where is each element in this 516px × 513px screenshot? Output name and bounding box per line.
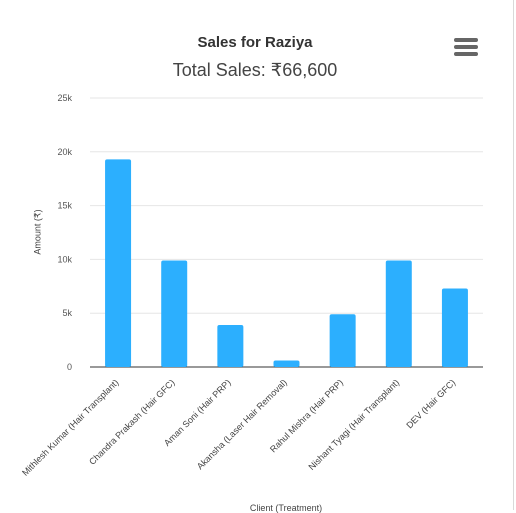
bar[interactable] (273, 360, 300, 367)
hamburger-menu-icon[interactable] (454, 38, 478, 58)
bar[interactable] (441, 288, 468, 367)
bar[interactable] (161, 260, 188, 367)
bar[interactable] (329, 314, 356, 367)
chart-subtitle: Total Sales: ₹66,600 (172, 60, 338, 80)
y-tick-label: 0 (67, 362, 72, 372)
chart-title: Sales for Raziya (197, 34, 313, 51)
y-tick-label: 5k (62, 308, 72, 318)
y-tick-label: 20k (57, 147, 72, 157)
bar[interactable] (217, 325, 244, 367)
x-tick-label: Akansha (Laser Hair Removal) (195, 377, 289, 471)
x-tick-label: Nishant Tyagi (Hair Transplant) (307, 377, 402, 472)
y-tick-label: 25k (57, 93, 72, 103)
frame-border (513, 0, 514, 510)
y-tick-label: 15k (57, 201, 72, 211)
bar[interactable] (385, 260, 412, 367)
x-axis-label: Client (Treatment) (249, 503, 323, 513)
x-tick-label: Mithlesh Kumar (Hair Transplant) (20, 377, 120, 477)
y-axis-label: Amount (₹) (32, 209, 43, 255)
y-tick-label: 10k (57, 254, 72, 264)
bar[interactable] (105, 159, 132, 367)
x-tick-label: DEV (Hair GFC) (404, 377, 457, 430)
